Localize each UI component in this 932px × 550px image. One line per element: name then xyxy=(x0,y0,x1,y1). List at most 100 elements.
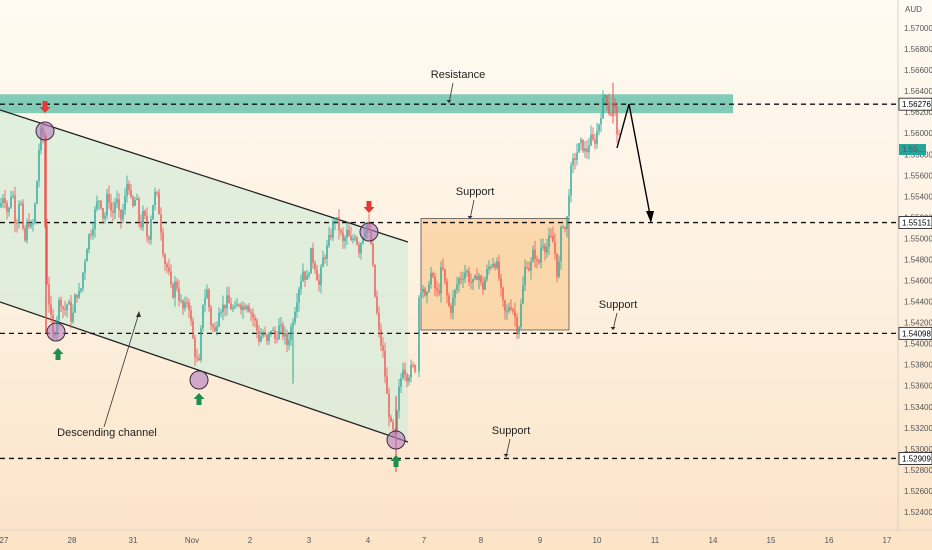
candle-body xyxy=(446,281,448,296)
candle xyxy=(410,359,412,383)
candle xyxy=(234,300,236,310)
candle xyxy=(94,205,96,238)
candle xyxy=(526,261,528,270)
candle xyxy=(422,285,424,299)
candle-body xyxy=(36,181,38,204)
candle-body xyxy=(610,114,612,117)
x-tick-label: 16 xyxy=(825,536,834,545)
candle xyxy=(326,240,328,267)
candle-body xyxy=(84,261,86,273)
touch-circle xyxy=(46,322,66,342)
candle-body xyxy=(76,294,78,298)
candle xyxy=(224,304,226,317)
candle xyxy=(508,302,510,314)
x-tick-label: 7 xyxy=(422,536,427,545)
candle-body xyxy=(354,237,356,239)
candle xyxy=(322,250,324,268)
candle xyxy=(524,259,526,291)
candle xyxy=(518,325,520,339)
candle xyxy=(210,304,212,330)
candle xyxy=(46,218,48,286)
candle-body xyxy=(468,271,470,283)
support-label-upper-leader-head xyxy=(467,216,473,219)
candle xyxy=(316,264,318,281)
candle xyxy=(136,193,138,201)
candle xyxy=(182,299,184,316)
candle xyxy=(330,228,332,241)
candle xyxy=(262,329,264,339)
candle xyxy=(290,323,292,346)
candle xyxy=(148,235,150,245)
candle xyxy=(384,342,386,384)
candle-body xyxy=(410,364,412,378)
y-tick-label: 1.53400 xyxy=(904,403,932,412)
candle-body xyxy=(144,210,146,216)
candle-body xyxy=(302,271,304,282)
candle-body xyxy=(58,299,60,320)
candle-body xyxy=(334,220,336,222)
candle xyxy=(562,224,564,229)
candle-body xyxy=(572,158,574,166)
y-tick-label: 1.53800 xyxy=(904,361,932,370)
candle xyxy=(472,278,474,291)
candle-body xyxy=(582,139,584,152)
candle xyxy=(296,293,298,318)
candle xyxy=(160,207,162,241)
candle xyxy=(174,276,176,307)
candle-body xyxy=(108,193,110,203)
candle-body xyxy=(216,326,218,332)
candle xyxy=(576,143,578,166)
support-label-upper: Support xyxy=(456,186,495,198)
candle xyxy=(8,206,10,217)
candle xyxy=(476,268,478,281)
candle-body xyxy=(118,199,120,210)
candle-body xyxy=(184,302,186,309)
candle-body xyxy=(316,269,318,281)
x-tick-label: 4 xyxy=(366,536,371,545)
candle-body xyxy=(352,238,354,241)
candle-body xyxy=(226,295,228,309)
candle xyxy=(444,268,446,285)
candle-body xyxy=(16,223,18,225)
candle xyxy=(276,330,278,344)
candle xyxy=(88,233,90,254)
candle xyxy=(36,180,38,205)
candle xyxy=(168,258,170,276)
level-badge-text-1: 1.55151 xyxy=(902,219,931,228)
candle-body xyxy=(362,237,364,244)
candle-body xyxy=(310,247,312,274)
candle xyxy=(574,152,576,170)
candle-body xyxy=(500,278,502,288)
candle-body xyxy=(106,193,108,216)
candle xyxy=(396,409,398,435)
y-tick-label: 1.54200 xyxy=(904,319,932,328)
candle-body xyxy=(428,284,430,292)
candle xyxy=(520,298,522,329)
candle-body xyxy=(128,183,130,191)
candle xyxy=(566,216,568,238)
candle-body xyxy=(480,275,482,283)
candle-body xyxy=(558,261,560,277)
candle-body xyxy=(124,195,126,211)
y-tick-label: 1.56000 xyxy=(904,129,932,138)
candle xyxy=(556,253,558,283)
candle xyxy=(298,286,300,312)
channel-label-leader xyxy=(103,312,140,428)
candle-body xyxy=(6,202,8,212)
candle-body xyxy=(450,305,452,313)
candle-body xyxy=(10,197,12,208)
candle xyxy=(306,269,308,280)
candle xyxy=(588,137,590,160)
resistance-zone xyxy=(0,94,733,114)
candle xyxy=(130,183,132,199)
y-tick-label: 1.55000 xyxy=(904,234,932,243)
touch-circle xyxy=(386,430,406,450)
candle-body xyxy=(384,350,386,377)
candle-body xyxy=(492,263,494,267)
candle-body xyxy=(586,148,588,153)
candle-body xyxy=(46,225,48,284)
candle-body xyxy=(502,287,504,301)
candle-body xyxy=(448,295,450,306)
x-tick-label: 9 xyxy=(538,536,543,545)
